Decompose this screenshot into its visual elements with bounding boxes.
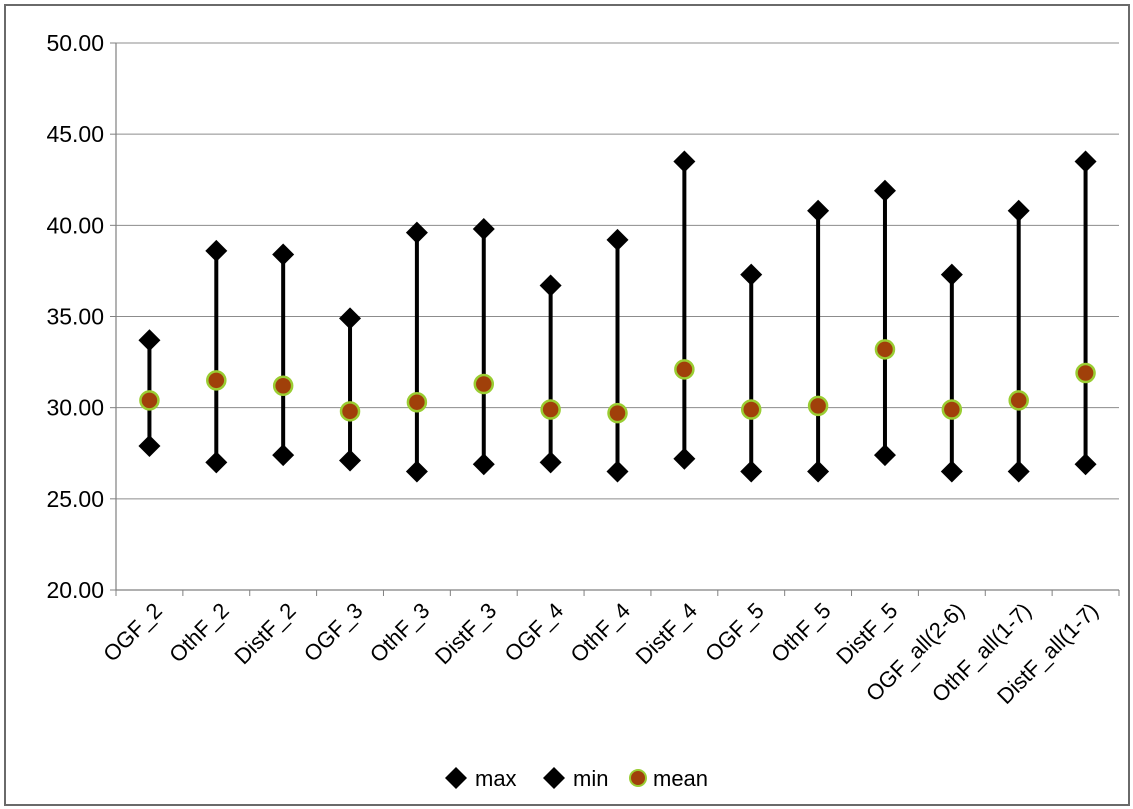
x-tick-label: OthF_2 <box>164 598 234 668</box>
x-tick-label: OthF_3 <box>365 598 435 668</box>
y-tick-label: 20.00 <box>46 577 104 603</box>
legend-label-mean: mean <box>653 766 708 791</box>
marker-mean <box>473 373 495 395</box>
marker-max <box>873 179 896 202</box>
y-tick-label: 50.00 <box>46 30 104 56</box>
marker-min <box>539 451 562 474</box>
marker-max <box>940 263 963 286</box>
marker-mean <box>540 399 561 420</box>
marker-min <box>205 451 228 474</box>
marker-max <box>807 199 830 222</box>
marker-mean <box>139 390 160 411</box>
marker-mean <box>740 399 762 420</box>
marker-max <box>205 239 228 262</box>
y-tick-label: 30.00 <box>46 395 104 421</box>
marker-min <box>1007 460 1030 483</box>
chart-svg: 20.00 25.00 30.00 35.00 40.00 45.00 50.00 OGF_… <box>46 30 1120 791</box>
marker-min <box>1074 453 1097 476</box>
marker-min <box>339 449 362 472</box>
marker-max <box>1074 150 1097 173</box>
y-tick-labels: 20.00 25.00 30.00 35.00 40.00 45.00 50.00 <box>46 30 104 603</box>
x-tick-label: OGF_5 <box>700 598 769 667</box>
x-tick-label: OthF_4 <box>565 598 635 668</box>
x-tick-label: OthF_5 <box>766 598 836 668</box>
marker-min <box>873 444 896 467</box>
marker-mean <box>272 375 294 397</box>
marker-max <box>339 307 362 330</box>
marker-min <box>472 453 495 476</box>
marker-mean <box>1075 362 1096 384</box>
x-tick-label: DistF_2 <box>229 598 300 669</box>
marker-min <box>606 460 629 483</box>
marker-max <box>272 243 295 266</box>
y-tick-label: 25.00 <box>46 486 104 512</box>
range-lines <box>147 161 1088 472</box>
marker-min <box>405 460 428 483</box>
marker-max <box>673 150 696 173</box>
y-tick-label: 40.00 <box>46 212 104 238</box>
x-tick-label: OGF_2 <box>98 598 167 667</box>
marker-min <box>807 460 830 483</box>
legend-marker-max <box>445 767 467 789</box>
axes <box>110 42 1120 596</box>
marker-mean <box>874 339 896 360</box>
marker-mean <box>206 370 227 391</box>
marker-min <box>138 434 161 457</box>
x-tick-label: OGF_4 <box>499 598 568 667</box>
marker-mean <box>607 402 628 424</box>
chart-frame: 20.00 25.00 30.00 35.00 40.00 45.00 50.00 OGF_… <box>4 4 1130 806</box>
marker-min <box>673 447 696 470</box>
marker-mean <box>941 399 963 420</box>
marker-max <box>405 221 428 244</box>
legend: max min mean <box>445 766 708 791</box>
y-tick-label: 45.00 <box>46 121 104 147</box>
marker-max <box>472 217 495 240</box>
marker-min <box>272 444 295 467</box>
legend-marker-min <box>543 767 565 789</box>
x-tick-label: OGF_3 <box>299 598 368 667</box>
data-markers <box>138 150 1097 483</box>
y-tick-label: 35.00 <box>46 304 104 330</box>
x-tick-labels: OGF_2OthF_2DistF_2OGF_3OthF_3DistF_3OGF_… <box>98 598 1103 709</box>
marker-mean <box>1008 390 1029 411</box>
legend-label-max: max <box>475 766 517 791</box>
marker-mean <box>807 395 829 417</box>
x-tick-label: DistF_4 <box>631 598 702 669</box>
marker-mean <box>406 391 428 413</box>
legend-marker-mean <box>629 769 647 787</box>
marker-max <box>539 274 562 297</box>
legend-label-min: min <box>573 766 608 791</box>
marker-max <box>606 228 629 251</box>
marker-max <box>1007 199 1030 222</box>
x-tick-label: DistF_3 <box>430 598 501 669</box>
marker-mean <box>339 401 361 422</box>
marker-max <box>740 263 763 286</box>
marker-mean <box>674 359 695 380</box>
marker-max <box>138 329 161 352</box>
marker-min <box>940 460 963 483</box>
marker-min <box>740 460 763 483</box>
